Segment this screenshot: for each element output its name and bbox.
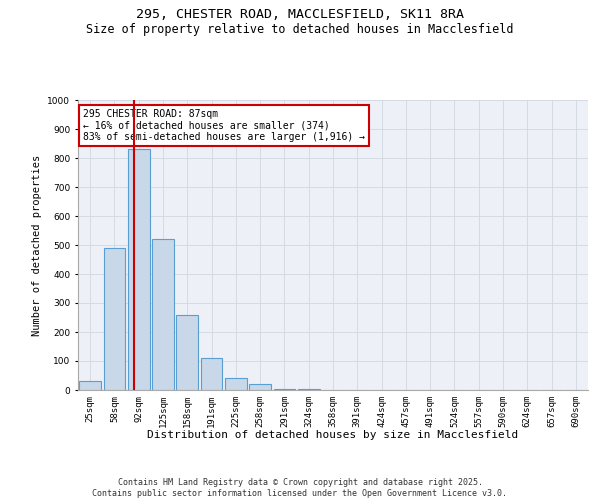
Bar [104,248,125,390]
Text: 295 CHESTER ROAD: 87sqm
← 16% of detached houses are smaller (374)
83% of semi-d: 295 CHESTER ROAD: 87sqm ← 16% of detache… [83,108,365,142]
Bar [79,382,101,390]
Y-axis label: Number of detached properties: Number of detached properties [32,154,42,336]
Bar [298,388,320,390]
Bar [152,239,174,390]
Text: 295, CHESTER ROAD, MACCLESFIELD, SK11 8RA: 295, CHESTER ROAD, MACCLESFIELD, SK11 8R… [136,8,464,20]
X-axis label: Distribution of detached houses by size in Macclesfield: Distribution of detached houses by size … [148,430,518,440]
Text: Contains HM Land Registry data © Crown copyright and database right 2025.
Contai: Contains HM Land Registry data © Crown c… [92,478,508,498]
Bar [274,388,295,390]
Text: Size of property relative to detached houses in Macclesfield: Size of property relative to detached ho… [86,22,514,36]
Bar [128,150,149,390]
Bar [225,378,247,390]
Bar [176,314,198,390]
Bar [249,384,271,390]
Bar [200,358,223,390]
